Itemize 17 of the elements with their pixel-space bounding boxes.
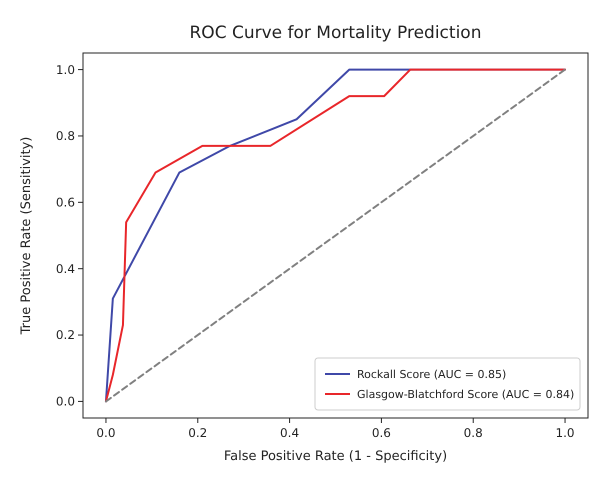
x-tick-label: 0.4 (280, 426, 300, 440)
y-tick-label: 0.4 (56, 262, 75, 276)
x-axis-title: False Positive Rate (1 - Specificity) (224, 449, 448, 464)
chart-title: ROC Curve for Mortality Prediction (190, 23, 482, 43)
legend-label: Glasgow-Blatchford Score (AUC = 0.84) (357, 388, 574, 401)
x-tick-label: 0.6 (372, 426, 391, 440)
x-tick-label: 0.2 (188, 426, 208, 440)
x-tick-label: 0.0 (96, 426, 116, 440)
y-tick-label: 0.2 (56, 328, 75, 342)
y-tick-label: 0.6 (56, 196, 75, 210)
y-axis-title: True Positive Rate (Sensitivity) (19, 136, 34, 336)
legend-label: Rockall Score (AUC = 0.85) (357, 368, 506, 381)
x-tick-label: 0.8 (464, 426, 483, 440)
y-tick-label: 0.8 (56, 129, 75, 144)
y-tick-label: 1.0 (56, 62, 75, 77)
x-tick-label: 1.0 (556, 426, 575, 440)
y-tick-label: 0.0 (56, 394, 75, 409)
